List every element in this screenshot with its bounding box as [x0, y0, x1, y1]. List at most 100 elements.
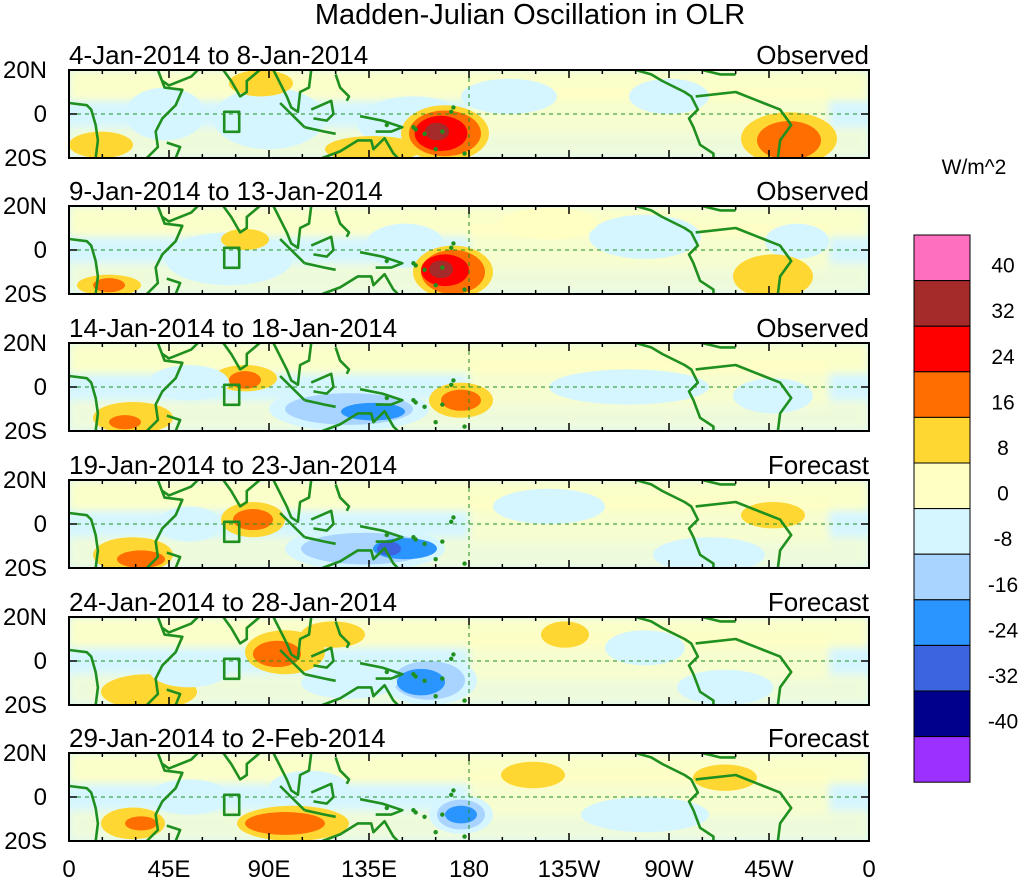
anomaly-contour — [233, 509, 273, 531]
anomaly-contour — [93, 278, 125, 293]
island — [413, 810, 418, 815]
coastline — [279, 649, 306, 676]
coastline — [702, 480, 736, 486]
island — [449, 109, 454, 115]
map-panel: 20N 0 20S 24-Jan-2014 to 28-Jan-2014 Forecas… — [3, 587, 870, 719]
island — [433, 420, 438, 425]
colorbar-label: -40 — [988, 711, 1018, 734]
latitude-tick-label: 20S — [4, 555, 47, 582]
longitude-axis: 0 45E 90E 135E 180 135W 90W 45W 0 — [62, 856, 875, 883]
anomaly-contour — [125, 816, 157, 831]
island — [451, 241, 456, 246]
coastline — [321, 136, 399, 158]
colorbar-swatch — [913, 234, 971, 282]
coastline — [221, 343, 262, 371]
anomaly-contour — [733, 378, 813, 414]
map-panel: 20N 0 20S 14-Jan-2014 to 18-Jan-2014 Observe… — [3, 313, 870, 445]
longitude-tick-label: 90E — [248, 856, 291, 883]
coastline — [145, 480, 184, 568]
coastline — [321, 546, 399, 568]
island — [422, 131, 427, 136]
panel-status: Forecast — [768, 450, 870, 480]
panel-status: Observed — [756, 313, 869, 343]
map-panel: 20N 0 20S 29-Jan-2014 to 2-Feb-2014 Forecast — [3, 723, 870, 855]
coastline — [334, 73, 351, 102]
coastline — [166, 824, 182, 841]
coastline — [69, 374, 100, 431]
anomaly-contour — [589, 214, 701, 259]
coastlines — [69, 480, 793, 574]
island — [433, 283, 438, 288]
coastline — [221, 753, 262, 781]
coastline-box — [222, 657, 241, 681]
coastline — [695, 773, 793, 841]
island — [384, 805, 389, 811]
anomaly-contour — [213, 87, 325, 150]
island — [449, 245, 454, 250]
anomaly-field — [69, 480, 869, 568]
map-panel: 20N 0 20S 4-Jan-2014 to 8-Jan-2014 Observed — [3, 40, 870, 172]
coastline — [69, 511, 100, 568]
coastline — [279, 785, 306, 812]
anomaly-contour — [501, 761, 565, 789]
longitude-tick-label: 0 — [862, 856, 875, 883]
island — [449, 792, 454, 797]
coastline — [145, 70, 184, 158]
coastline — [145, 753, 184, 841]
island — [451, 788, 456, 793]
coastline — [166, 551, 182, 568]
coastline — [695, 90, 793, 158]
island — [422, 541, 427, 546]
anomaly-field — [69, 617, 869, 705]
coastline — [359, 250, 404, 269]
longitude-tick-label: 135E — [341, 856, 397, 883]
island — [449, 656, 454, 661]
island — [384, 122, 389, 128]
panel-status: Observed — [756, 40, 869, 70]
longitude-tick-label: 45E — [148, 856, 191, 883]
island — [422, 404, 427, 409]
latitude-tick-label: 20N — [3, 193, 47, 220]
colorbar-label: 24 — [991, 346, 1015, 369]
island — [438, 570, 442, 574]
coastline — [359, 661, 404, 680]
latitude-tick-label: 20N — [3, 330, 47, 357]
coastline — [272, 70, 313, 114]
coastline-box — [222, 793, 241, 817]
island — [451, 105, 456, 110]
coastline — [279, 512, 306, 539]
island — [451, 378, 456, 383]
coastline — [221, 70, 262, 98]
anomaly-contour — [677, 669, 773, 705]
colorbar-label: 0 — [997, 483, 1009, 506]
colorbar-swatch — [913, 462, 971, 510]
island — [440, 812, 445, 817]
anomaly-contour — [149, 365, 229, 401]
coastline — [272, 753, 313, 797]
island — [462, 698, 467, 703]
latitude-tick-label: 0 — [34, 101, 47, 128]
island — [462, 834, 467, 839]
colorbar-swatch — [913, 508, 971, 555]
colorbar-swatch — [913, 553, 971, 601]
longitude-tick-label: 135W — [538, 856, 601, 883]
anomaly-contour — [461, 78, 557, 114]
island — [422, 267, 427, 272]
anomaly-contour — [733, 254, 813, 294]
anomaly-field — [69, 206, 869, 294]
colorbar-swatch — [913, 416, 971, 464]
coastline — [635, 480, 715, 568]
colorbar-swatch — [913, 371, 971, 418]
coastline — [635, 206, 715, 294]
coastlines — [69, 70, 793, 158]
coastline — [359, 797, 404, 816]
coastline — [161, 343, 199, 360]
panel-date-range: 14-Jan-2014 to 18-Jan-2014 — [69, 313, 397, 343]
colorbar-label: 8 — [997, 437, 1009, 460]
panel-date-range: 4-Jan-2014 to 8-Jan-2014 — [69, 40, 368, 70]
latitude-tick-label: 20S — [4, 418, 47, 445]
colorbar-label: -16 — [988, 574, 1018, 597]
coastline — [321, 409, 399, 431]
map-panel: 20N 0 20S 9-Jan-2014 to 13-Jan-2014 Observed — [3, 176, 870, 308]
latitude-tick-label: 0 — [34, 784, 47, 811]
